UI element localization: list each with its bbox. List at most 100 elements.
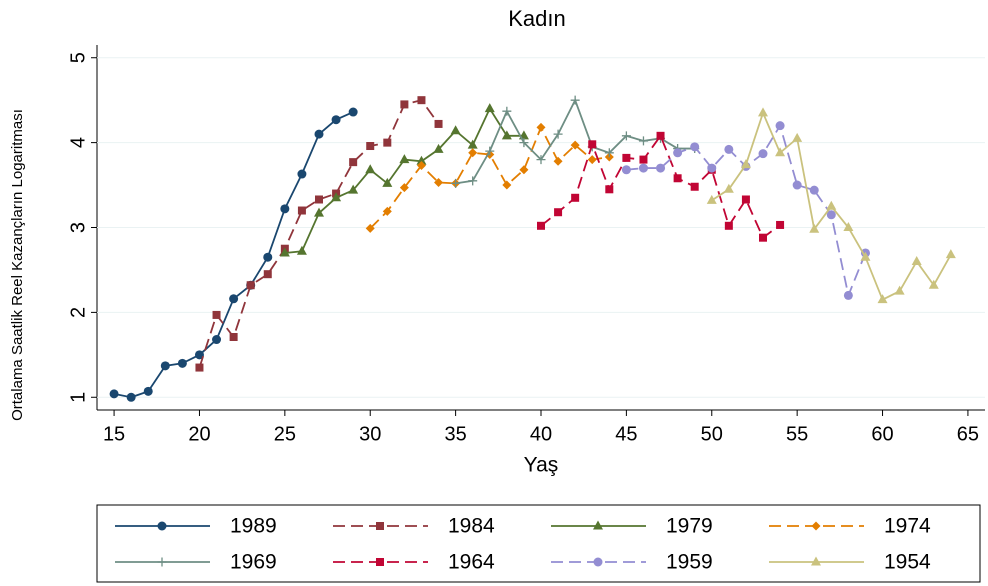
data-point <box>604 148 614 158</box>
data-point <box>809 185 819 195</box>
data-point <box>843 222 854 231</box>
data-point <box>775 147 786 157</box>
data-point <box>741 195 750 204</box>
data-point <box>433 143 444 153</box>
x-tick-label: 60 <box>871 423 893 445</box>
data-point <box>638 163 648 173</box>
data-point <box>263 252 273 262</box>
data-point <box>400 100 409 109</box>
data-point <box>673 174 682 183</box>
data-point <box>928 279 939 289</box>
data-point <box>246 281 255 290</box>
data-point <box>468 148 478 158</box>
y-tick-label: 4 <box>67 137 89 148</box>
y-tick-label: 5 <box>67 52 89 63</box>
data-point <box>724 221 733 230</box>
data-point <box>792 132 803 142</box>
data-point <box>621 131 631 141</box>
data-point <box>297 206 306 215</box>
data-point <box>945 249 956 259</box>
data-point <box>877 294 888 304</box>
x-tick-label: 20 <box>188 423 210 445</box>
legend-label: 1959 <box>666 551 713 574</box>
data-point <box>673 148 683 158</box>
data-point <box>502 106 512 116</box>
legend-marker <box>811 556 821 566</box>
series-line <box>198 99 440 368</box>
legend-label: 1969 <box>230 551 277 574</box>
data-point <box>195 363 204 372</box>
data-point <box>809 223 820 233</box>
data-point <box>314 207 324 217</box>
y-tick-label: 1 <box>67 392 89 403</box>
data-point <box>467 139 478 149</box>
data-point <box>212 310 221 319</box>
y-tick-label: 2 <box>67 307 89 318</box>
data-point <box>570 95 580 105</box>
data-point <box>605 185 614 194</box>
data-point <box>348 184 359 194</box>
data-point <box>416 161 426 171</box>
data-point <box>587 155 597 165</box>
data-point <box>588 140 597 149</box>
data-point <box>553 156 563 166</box>
data-point <box>775 121 785 131</box>
x-tick-label: 55 <box>786 423 808 445</box>
data-point <box>365 223 375 233</box>
data-point <box>723 183 734 193</box>
data-point <box>776 220 785 229</box>
data-point <box>826 210 836 220</box>
legend-marker <box>593 557 603 567</box>
data-point <box>212 335 222 345</box>
data-point <box>502 180 512 190</box>
data-point <box>571 193 580 202</box>
data-point <box>706 194 717 204</box>
data-point <box>759 233 767 242</box>
data-point <box>656 163 666 173</box>
data-point <box>484 103 495 113</box>
data-point <box>656 131 665 140</box>
data-point <box>690 142 700 152</box>
x-tick-label: 25 <box>274 423 296 445</box>
x-tick-label: 50 <box>701 423 723 445</box>
x-axis-label: Yaş <box>524 454 559 477</box>
data-point <box>724 144 734 154</box>
data-point <box>229 294 239 304</box>
data-point <box>434 119 443 128</box>
data-point <box>434 178 444 188</box>
data-point <box>501 130 512 140</box>
data-point <box>229 333 238 341</box>
data-point <box>570 140 580 150</box>
data-point <box>160 361 170 371</box>
data-point <box>621 165 631 175</box>
data-point <box>622 153 631 162</box>
legend-marker <box>376 522 384 530</box>
data-point <box>331 192 342 202</box>
data-point <box>451 178 461 188</box>
data-point <box>314 129 324 139</box>
series-line <box>626 123 867 299</box>
data-point <box>349 158 358 167</box>
x-tick-label: 65 <box>957 423 979 445</box>
chart-title: Kadın <box>508 6 566 31</box>
data-point <box>638 136 648 146</box>
data-point <box>279 247 290 257</box>
data-point <box>826 200 837 210</box>
data-point <box>536 122 546 132</box>
data-point <box>740 159 751 169</box>
data-point <box>554 208 563 217</box>
legend-marker <box>157 521 167 531</box>
data-point <box>894 285 905 295</box>
x-tick-label: 15 <box>103 423 125 445</box>
data-point <box>263 270 272 279</box>
legend-marker <box>376 558 384 566</box>
legend-marker <box>157 557 167 567</box>
data-point <box>348 107 358 117</box>
data-point <box>758 107 768 117</box>
data-point <box>143 386 153 396</box>
data-point <box>536 155 546 165</box>
x-tick-label: 40 <box>530 423 552 445</box>
series-line <box>113 111 354 399</box>
